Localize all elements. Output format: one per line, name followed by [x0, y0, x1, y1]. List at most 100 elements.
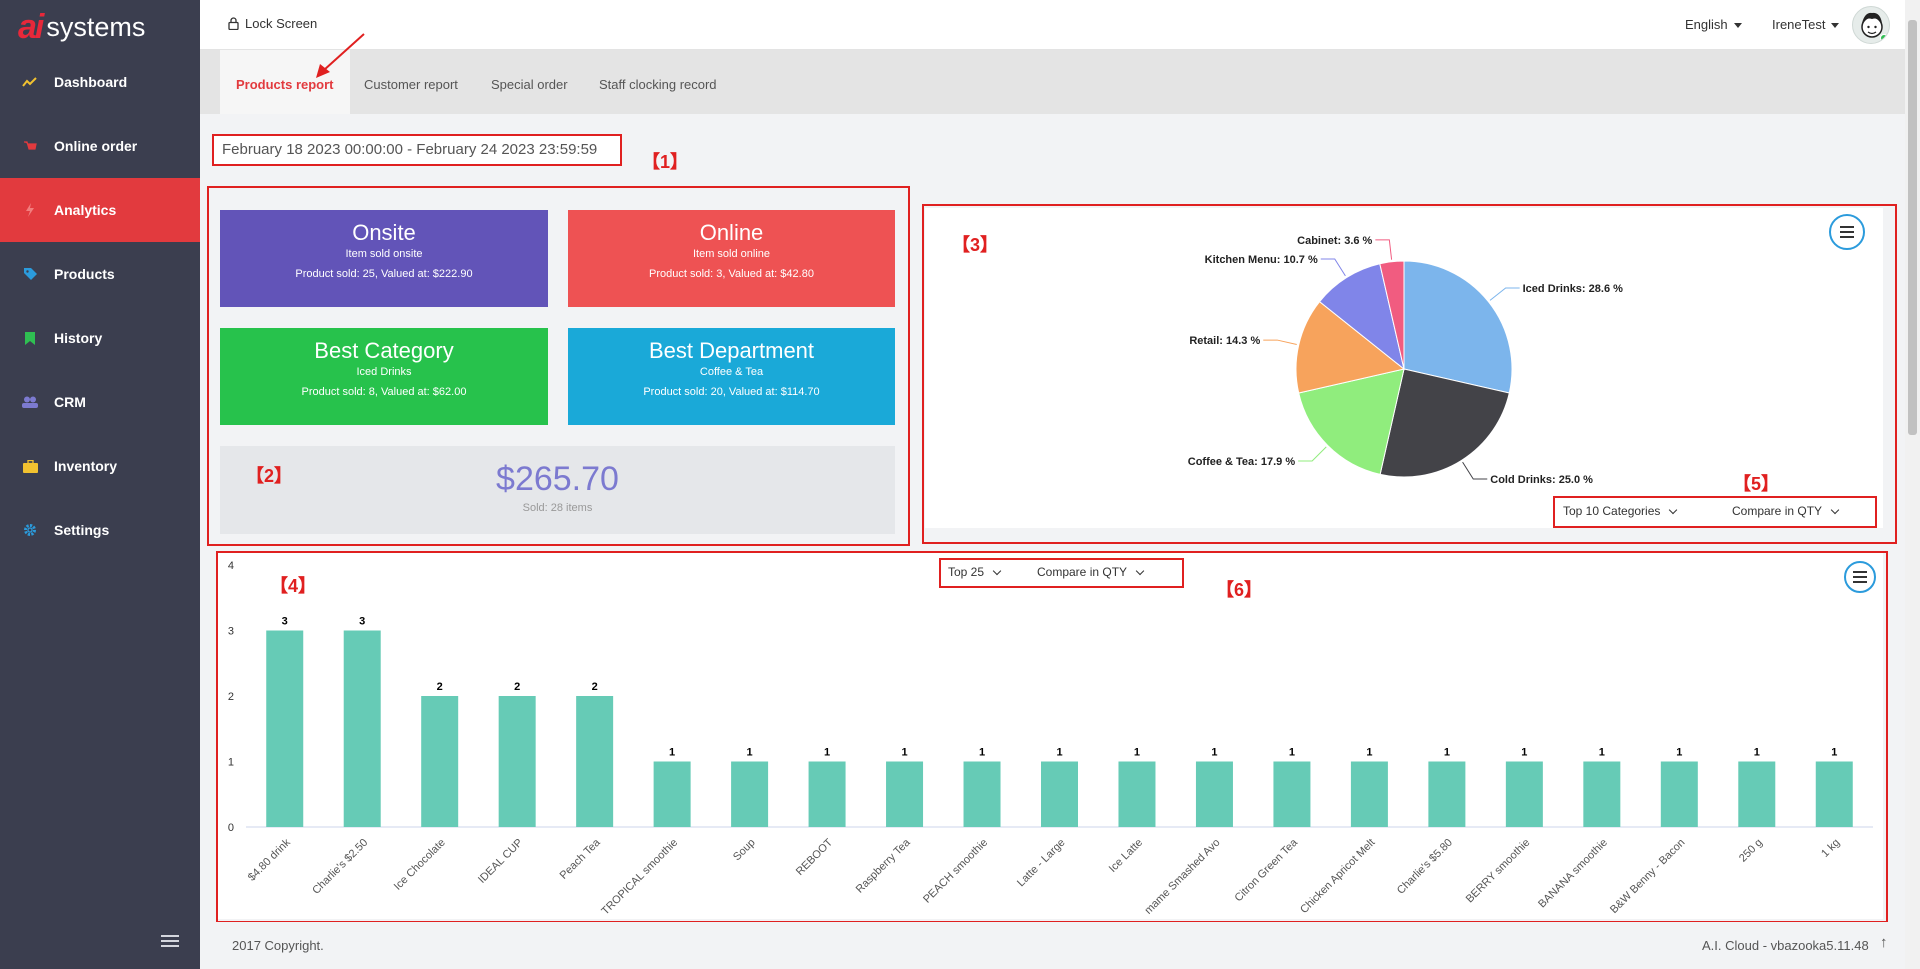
bar-data-label: 1: [1134, 747, 1140, 759]
sidebar-item-crm[interactable]: CRM: [0, 370, 200, 434]
bar[interactable]: [1660, 761, 1698, 828]
bar-data-label: 1: [1599, 747, 1605, 759]
page-scrollbar[interactable]: [1905, 0, 1920, 969]
bar-data-label: 1: [669, 747, 675, 759]
gear-icon: [22, 522, 38, 538]
bar[interactable]: [808, 761, 846, 828]
sidebar-item-label: Inventory: [54, 458, 118, 474]
pie-data-label: Cold Drinks: 25.0 %: [1490, 474, 1593, 486]
card-value: Product sold: 3, Valued at: $42.80: [649, 268, 814, 280]
total-sold-count: Sold: 28 items: [522, 502, 593, 514]
copyright-text: 2017 Copyright.: [232, 938, 324, 953]
x-axis-category-label: Ice Chocolate: [392, 837, 448, 893]
sidebar-item-label: Analytics: [54, 202, 117, 218]
bar[interactable]: [1273, 761, 1311, 828]
pie-slice[interactable]: [1298, 368, 1405, 475]
bar-compare-select[interactable]: Compare in QTY: [1037, 565, 1145, 579]
sidebar-item-products[interactable]: Products: [0, 242, 200, 306]
pie-top-categories-select[interactable]: Top 10 Categories: [1563, 504, 1678, 518]
x-axis-category-label: Citron Green Tea: [1232, 836, 1300, 904]
best-category-card: Best Category Iced Drinks Product sold: …: [220, 328, 548, 425]
bar[interactable]: [963, 761, 1001, 828]
annotation-box-6: [939, 558, 1184, 588]
sidebar-collapse-icon[interactable]: [161, 935, 179, 949]
bar[interactable]: [1118, 761, 1156, 828]
sidebar-item-online-order[interactable]: Online order: [0, 114, 200, 178]
pie-slice[interactable]: [1403, 260, 1513, 394]
bar[interactable]: [266, 630, 304, 828]
avatar[interactable]: [1852, 6, 1890, 44]
user-name: IreneTest: [1772, 17, 1826, 32]
x-axis-category-label: 1 kg: [1819, 837, 1842, 860]
user-dropdown[interactable]: IreneTest: [1772, 17, 1840, 32]
date-range-picker[interactable]: February 18 2023 00:00:00 - February 24 …: [212, 134, 622, 166]
bar-data-label: 1: [1831, 747, 1837, 759]
pie-chart-menu-button[interactable]: [1829, 214, 1865, 250]
bar-data-label: 1: [1211, 747, 1217, 759]
sidebar-item-history[interactable]: History: [0, 306, 200, 370]
y-axis-tick-label: 2: [228, 691, 234, 703]
bar[interactable]: [886, 761, 924, 828]
pie-connector-line: [1263, 339, 1297, 346]
pie-controls-box: [1553, 496, 1877, 528]
bar[interactable]: [421, 696, 459, 827]
x-axis-category-label: BERRY smoothie: [1464, 837, 1533, 906]
logo[interactable]: ai systems: [0, 0, 200, 54]
bar[interactable]: [731, 761, 769, 828]
bar[interactable]: [576, 696, 614, 827]
topbar: Lock Screen English IreneTest: [200, 0, 1905, 50]
annotation-label-1: 【1】: [642, 152, 689, 172]
card-subtitle: Coffee & Tea: [699, 366, 764, 378]
select-value: Compare in QTY: [1732, 504, 1823, 518]
bar-data-label: 1: [979, 747, 985, 759]
scrollbar-thumb[interactable]: [1908, 20, 1917, 435]
sidebar-item-label: Products: [54, 266, 115, 282]
bar[interactable]: [1815, 761, 1853, 828]
bar[interactable]: [1505, 761, 1543, 828]
bar-data-label: 1: [1444, 747, 1450, 759]
bar[interactable]: [498, 696, 536, 827]
bar[interactable]: [1195, 761, 1233, 828]
tab-products-report[interactable]: Products report: [220, 50, 350, 114]
chevron-down-icon: [992, 566, 1002, 575]
annotation-box-2: [207, 186, 910, 546]
pie-slice[interactable]: [1318, 263, 1405, 371]
pie-slice[interactable]: [1295, 300, 1406, 394]
bar[interactable]: [653, 761, 691, 828]
bar-chart-menu-button[interactable]: [1844, 561, 1876, 593]
sidebar-item-analytics[interactable]: Analytics: [0, 178, 200, 242]
tab-customer-report[interactable]: Customer report: [364, 77, 458, 92]
bar[interactable]: [1738, 761, 1776, 828]
bar-top-select[interactable]: Top 25: [948, 565, 1002, 579]
online-status-dot: [1880, 34, 1888, 42]
x-axis-category-label: 250 g: [1737, 837, 1765, 865]
lock-screen-button[interactable]: Lock Screen: [228, 16, 317, 31]
bar-data-label: 2: [592, 681, 598, 693]
bar[interactable]: [1041, 761, 1078, 828]
sidebar-item-label: History: [54, 330, 103, 346]
language-dropdown[interactable]: English: [1685, 17, 1742, 32]
bar-data-label: 2: [437, 681, 443, 693]
tab-special-order[interactable]: Special order: [491, 77, 568, 92]
pie-compare-select[interactable]: Compare in QTY: [1732, 504, 1840, 518]
tab-staff-clocking-record[interactable]: Staff clocking record: [599, 77, 717, 92]
pie-connector-line: [1462, 461, 1488, 480]
bar[interactable]: [1583, 761, 1621, 828]
x-axis-category-label: BANANA smoothie: [1536, 837, 1610, 911]
y-axis-tick-label: 0: [228, 822, 234, 834]
card-title: Online: [699, 220, 764, 245]
bar-data-label: 3: [359, 616, 365, 628]
bar[interactable]: [1428, 761, 1466, 828]
pie-slice[interactable]: [1379, 368, 1510, 478]
sidebar-item-inventory[interactable]: Inventory: [0, 434, 200, 498]
card-title: Best Category: [314, 338, 454, 363]
sidebar-item-dashboard[interactable]: Dashboard: [0, 50, 200, 114]
bar[interactable]: [343, 630, 381, 828]
sidebar-item-settings[interactable]: Settings: [0, 498, 200, 562]
sidebar: ai systems Dashboard Online order Analytic…: [0, 0, 200, 969]
scroll-top-icon[interactable]: ↑: [1880, 934, 1888, 951]
x-axis-category-label: Charlie's $2.50: [310, 837, 370, 897]
pie-slice[interactable]: [1379, 260, 1405, 370]
bar[interactable]: [1350, 761, 1388, 828]
briefcase-icon: [22, 458, 38, 474]
